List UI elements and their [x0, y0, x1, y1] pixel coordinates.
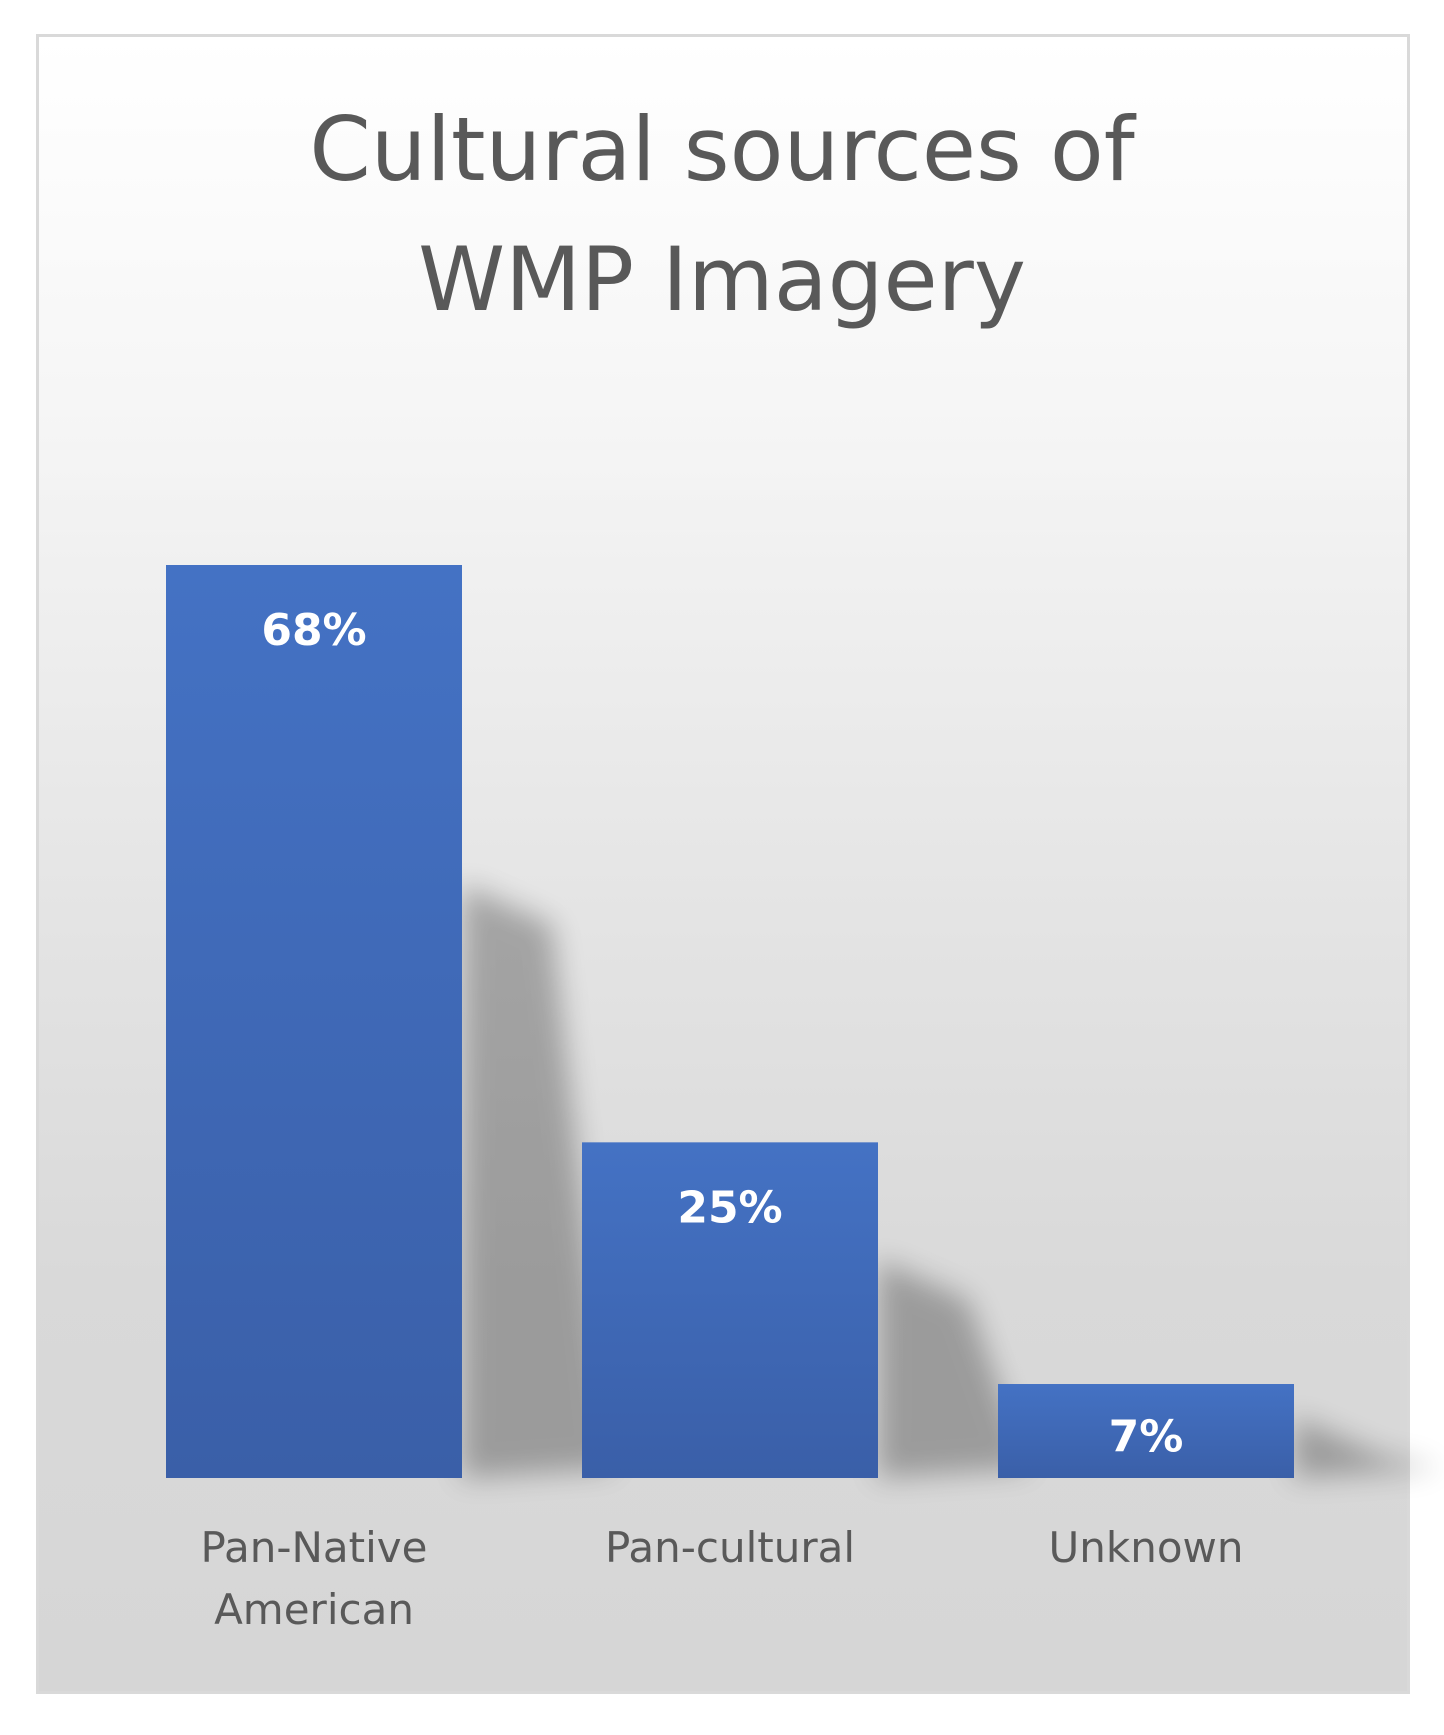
bars: [166, 565, 1294, 1478]
data-label: 7%: [1109, 1412, 1184, 1463]
bar: [582, 1142, 878, 1478]
bar-shadow: [878, 1259, 1028, 1478]
category-label: American: [214, 1585, 414, 1634]
data-label: 25%: [677, 1182, 782, 1233]
category-labels: Pan-Native American Pan-cultural Unknown: [201, 1523, 1244, 1634]
bar-shadow: [1294, 1416, 1444, 1478]
chart-title-line-1: Cultural sources of: [309, 98, 1136, 201]
data-label: 68%: [261, 605, 366, 656]
category-label: Pan-cultural: [605, 1523, 855, 1572]
bar-shadows: [462, 884, 1444, 1478]
chart-title: Cultural sources of WMP Imagery: [309, 98, 1136, 331]
bar-shadow: [462, 884, 612, 1478]
data-labels: 68% 25% 7%: [261, 605, 1183, 1463]
chart-title-line-2: WMP Imagery: [418, 228, 1026, 331]
category-label: Pan-Native: [201, 1523, 428, 1572]
bar: [166, 565, 462, 1478]
category-label: Unknown: [1049, 1523, 1244, 1572]
bar: [998, 1384, 1294, 1478]
